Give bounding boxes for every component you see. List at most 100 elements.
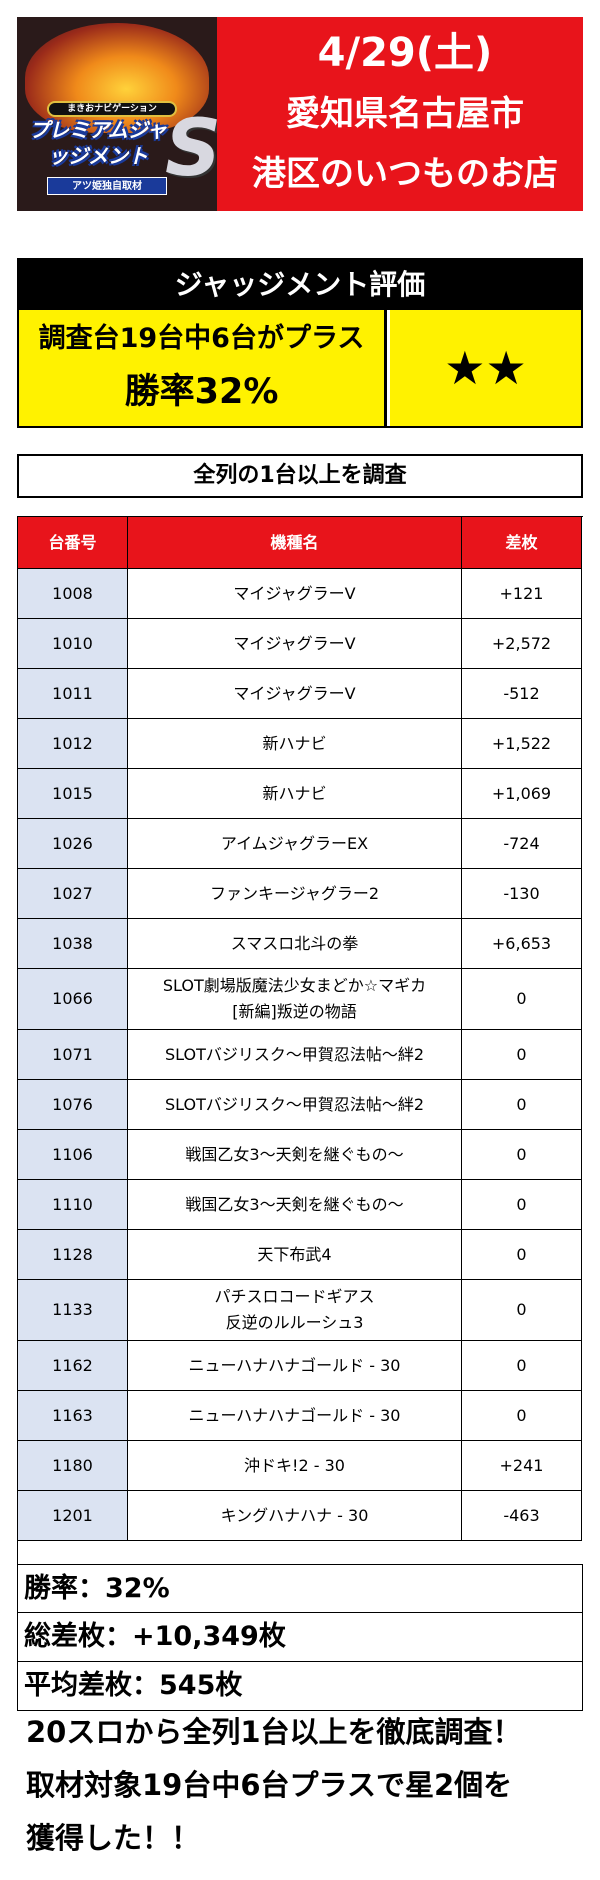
difference-value: 0	[462, 1080, 582, 1130]
table-row: 1066 SLOT劇場版魔法少女まどか☆マギカ [新編]叛逆の物語 0	[18, 969, 582, 1030]
evaluation-plus-count: 調査台19台中6台がプラス	[38, 323, 365, 354]
table-body: 1008 マイジャグラーV +121 1010 マイジャグラーV +2,572 1011 マイ…	[18, 569, 583, 1541]
machine-number: 1011	[18, 669, 128, 719]
stat-win-rate: 勝率：32%	[17, 1564, 583, 1613]
difference-value: -130	[462, 869, 582, 919]
machine-name: ニューハナハナゴールド - 30	[128, 1391, 462, 1441]
difference-value: +121	[462, 569, 582, 619]
machine-number: 1010	[18, 619, 128, 669]
machine-number: 1071	[18, 1030, 128, 1080]
stat-total-difference: 総差枚：+10,349枚	[17, 1613, 583, 1662]
closing-line-1: 20スロから全列1台以上を徹底調査！	[26, 1715, 522, 1749]
machine-name: SLOT劇場版魔法少女まどか☆マギカ [新編]叛逆の物語	[128, 969, 462, 1030]
difference-value: 0	[462, 1230, 582, 1280]
machine-name-line-2: 反逆のルルーシュ3	[225, 1313, 364, 1332]
machine-name: パチスロコードギアス 反逆のルルーシュ3	[128, 1280, 462, 1341]
machine-name: SLOTバジリスク～甲賀忍法帖～絆2	[128, 1030, 462, 1080]
difference-value: 0	[462, 1280, 582, 1341]
closing-line-3: 獲得した！！	[26, 1821, 201, 1855]
evaluation-stars: ★★	[390, 310, 581, 426]
machine-name: スマスロ北斗の拳	[128, 919, 462, 969]
header-machine-name: 機種名	[128, 517, 462, 569]
machine-name: アイムジャグラーEX	[128, 819, 462, 869]
machine-number: 1038	[18, 919, 128, 969]
machine-number: 1027	[18, 869, 128, 919]
machine-name: マイジャグラーV	[128, 619, 462, 669]
table-row: 1201 キングハナハナ - 30 -463	[18, 1491, 582, 1541]
machine-number: 1026	[18, 819, 128, 869]
difference-value: +1,522	[462, 719, 582, 769]
evaluation-summary: 調査台19台中6台がプラス 勝率32%	[19, 310, 387, 426]
header-difference: 差枚	[462, 517, 582, 569]
difference-value: +2,572	[462, 619, 582, 669]
closing-line-2: 取材対象19台中6台プラスで星2個を	[26, 1768, 513, 1802]
table-row: 1076 SLOTバジリスク～甲賀忍法帖～絆2 0	[18, 1080, 582, 1130]
table-row: 1027 ファンキージャグラー2 -130	[18, 869, 582, 919]
header-text: 4/29(土) 愛知県名古屋市 港区のいつものお店	[227, 17, 583, 211]
machine-number: 1008	[18, 569, 128, 619]
table-row: 1026 アイムジャグラーEX -724	[18, 819, 582, 869]
machine-name: 天下布武4	[128, 1230, 462, 1280]
table-row: 1106 戦国乙女3～天剣を継ぐもの～ 0	[18, 1130, 582, 1180]
machine-name: キングハナハナ - 30	[128, 1491, 462, 1541]
difference-value: 0	[462, 969, 582, 1030]
logo-main-text: プレミアムジャッジメント	[29, 118, 167, 168]
header-store: 港区のいつものお店	[252, 154, 558, 194]
machine-name: 戦国乙女3～天剣を継ぐもの～	[128, 1130, 462, 1180]
table-row: 1110 戦国乙女3～天剣を継ぐもの～ 0	[18, 1180, 582, 1230]
machine-number: 1012	[18, 719, 128, 769]
table-row: 1133 パチスロコードギアス 反逆のルルーシュ3 0	[18, 1280, 582, 1341]
logo-s-mark: S	[165, 104, 217, 194]
table-row: 1038 スマスロ北斗の拳 +6,653	[18, 919, 582, 969]
machine-name: 新ハナビ	[128, 719, 462, 769]
machine-name: ファンキージャグラー2	[128, 869, 462, 919]
machine-number: 1162	[18, 1341, 128, 1391]
machine-number: 1180	[18, 1441, 128, 1491]
logo-top-text: まきおナビゲーション	[47, 101, 177, 117]
table-row: 1015 新ハナビ +1,069	[18, 769, 582, 819]
machine-number: 1133	[18, 1280, 128, 1341]
survey-scope-label: 全列の1台以上を調査	[17, 454, 583, 498]
table-row: 1162 ニューハナハナゴールド - 30 0	[18, 1341, 582, 1391]
machine-name: SLOTバジリスク～甲賀忍法帖～絆2	[128, 1080, 462, 1130]
closing-text: 20スロから全列1台以上を徹底調査！ 取材対象19台中6台プラスで星2個を 獲得…	[26, 1706, 586, 1865]
table-header-row: 台番号 機種名 差枚	[18, 517, 582, 569]
table-row: 1012 新ハナビ +1,522	[18, 719, 582, 769]
table-row: 1180 沖ドキ!2 - 30 +241	[18, 1441, 582, 1491]
machine-number: 1110	[18, 1180, 128, 1230]
machine-name-line-1: パチスロコードギアス	[214, 1287, 375, 1306]
difference-value: 0	[462, 1180, 582, 1230]
difference-value: -724	[462, 819, 582, 869]
machine-number: 1076	[18, 1080, 128, 1130]
difference-value: 0	[462, 1130, 582, 1180]
difference-value: +1,069	[462, 769, 582, 819]
evaluation-win-rate: 勝率32%	[124, 372, 279, 412]
machine-name: マイジャグラーV	[128, 669, 462, 719]
table-row: 1011 マイジャグラーV -512	[18, 669, 582, 719]
machine-name: ニューハナハナゴールド - 30	[128, 1341, 462, 1391]
machine-number: 1128	[18, 1230, 128, 1280]
machine-name-line-1: SLOT劇場版魔法少女まどか☆マギカ	[162, 976, 427, 995]
evaluation-title: ジャッジメント評価	[19, 260, 581, 310]
results-table: 台番号 機種名 差枚 1008 マイジャグラーV +121 1010 マイジャグラーV +…	[17, 516, 583, 1564]
logo-bottom-text: アツ姫独自取材	[47, 177, 167, 195]
machine-name: 新ハナビ	[128, 769, 462, 819]
premium-judgment-logo: まきおナビゲーション プレミアムジャッジメント S アツ姫独自取材	[17, 17, 217, 211]
machine-name: マイジャグラーV	[128, 569, 462, 619]
header-date: 4/29(土)	[317, 30, 493, 76]
difference-value: +6,653	[462, 919, 582, 969]
machine-name-line-2: [新編]叛逆の物語	[232, 1002, 357, 1021]
summary-stats: 勝率：32% 総差枚：+10,349枚 平均差枚：545枚	[17, 1564, 583, 1711]
table-row: 1071 SLOTバジリスク～甲賀忍法帖～絆2 0	[18, 1030, 582, 1080]
table-row: 1163 ニューハナハナゴールド - 30 0	[18, 1391, 582, 1441]
evaluation-box: ジャッジメント評価 調査台19台中6台がプラス 勝率32% ★★	[17, 258, 583, 428]
difference-value: -512	[462, 669, 582, 719]
machine-number: 1015	[18, 769, 128, 819]
difference-value: -463	[462, 1491, 582, 1541]
machine-number: 1201	[18, 1491, 128, 1541]
header-city: 愛知県名古屋市	[286, 94, 524, 134]
machine-number: 1106	[18, 1130, 128, 1180]
table-row: 1128 天下布武4 0	[18, 1230, 582, 1280]
table-row: 1008 マイジャグラーV +121	[18, 569, 582, 619]
difference-value: 0	[462, 1341, 582, 1391]
